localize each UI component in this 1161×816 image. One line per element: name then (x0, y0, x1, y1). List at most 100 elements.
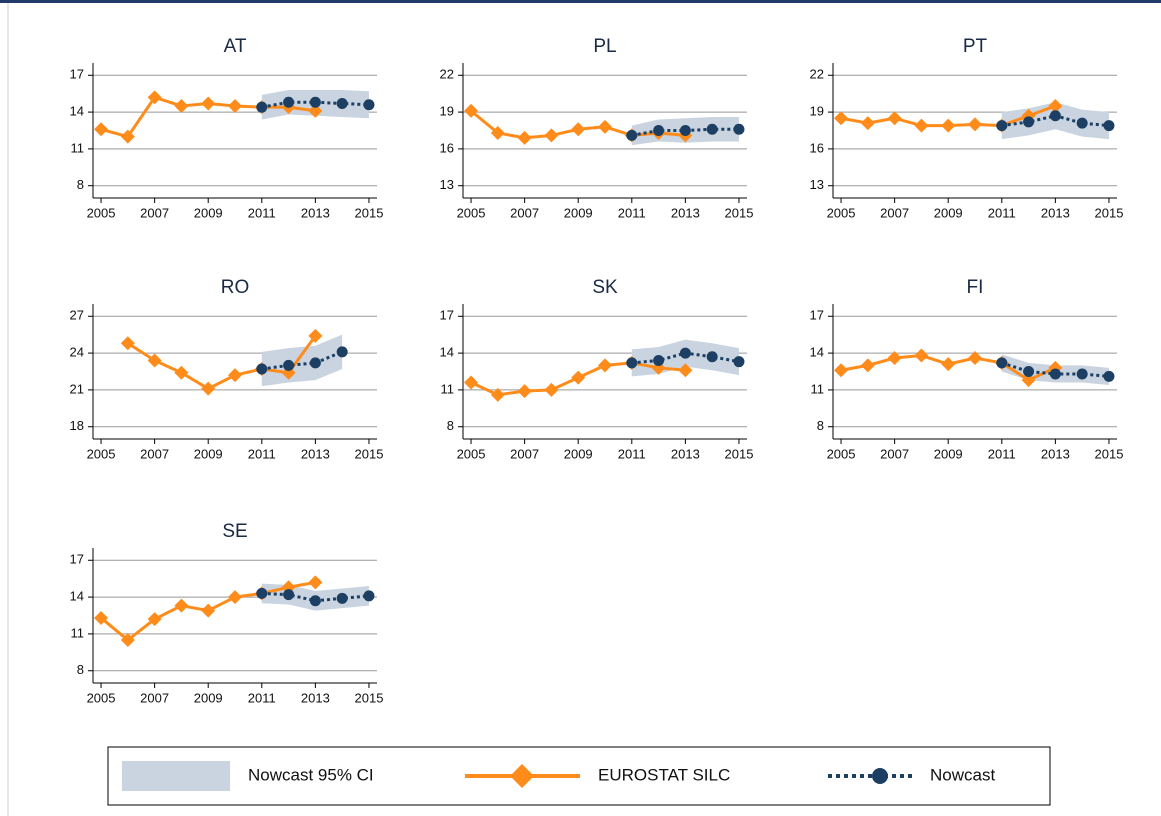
silc-marker (228, 368, 242, 383)
x-tick-label: 2011 (988, 446, 1016, 461)
panel-title: PL (593, 36, 616, 57)
nowcast-marker (996, 120, 1008, 132)
panel-title: RO (221, 277, 250, 298)
y-tick-label: 19 (440, 104, 454, 119)
nowcast-marker (653, 125, 665, 136)
x-tick-label: 2015 (355, 690, 384, 705)
nowcast-marker (256, 363, 268, 375)
silc-marker (464, 103, 479, 118)
x-tick-label: 2013 (1041, 205, 1070, 220)
x-tick-label: 2007 (140, 446, 169, 461)
silc-marker (544, 382, 559, 397)
x-tick-label: 2011 (618, 205, 646, 220)
silc-marker (308, 575, 323, 590)
silc-marker (1048, 98, 1063, 113)
silc-marker (308, 328, 323, 343)
silc-marker (887, 111, 902, 126)
x-tick-label: 2011 (248, 205, 276, 220)
y-tick-label: 16 (810, 140, 824, 155)
nowcast-marker (309, 357, 321, 369)
panel-title: FI (967, 277, 984, 298)
silc-marker (571, 370, 586, 385)
y-tick-label: 14 (810, 345, 824, 360)
y-tick-label: 11 (71, 140, 85, 155)
x-tick-label: 2009 (194, 205, 223, 220)
y-tick-label: 17 (440, 308, 454, 323)
y-tick-label: 17 (70, 552, 84, 567)
nowcast-marker (336, 98, 348, 109)
x-tick-label: 2007 (880, 205, 909, 220)
silc-marker (544, 128, 559, 143)
y-tick-label: 14 (70, 104, 84, 119)
y-tick-label: 27 (70, 308, 84, 323)
y-tick-label: 16 (440, 140, 454, 155)
silc-marker (914, 348, 929, 363)
x-tick-label: 2011 (618, 446, 646, 461)
x-tick-label: 2013 (301, 690, 330, 705)
silc-marker (228, 590, 242, 605)
nowcast-line: Nowcast (261, 350, 343, 371)
y-tick-label: 11 (71, 625, 85, 640)
silc-marker (120, 129, 135, 144)
silc-marker (860, 116, 875, 131)
nowcast-marker (626, 129, 638, 141)
silc-marker (968, 351, 982, 365)
nowcast-marker (283, 96, 295, 108)
panel-title: SK (592, 277, 618, 298)
y-tick-label: 11 (811, 381, 825, 396)
nowcast-marker (309, 595, 321, 607)
nowcast-marker (733, 356, 745, 368)
nowcast-marker (256, 101, 268, 113)
silc-marker (147, 353, 162, 368)
silc-marker (598, 119, 612, 134)
x-tick-label: 2009 (194, 446, 223, 461)
silc-marker (94, 122, 109, 137)
nowcast-marker (336, 592, 348, 604)
nowcast-marker (653, 354, 665, 366)
silc-marker (201, 381, 216, 396)
silc-marker (174, 598, 189, 613)
silc-marker (147, 90, 162, 105)
silc-marker (968, 117, 982, 132)
y-tick-label: 8 (817, 418, 824, 433)
silc-marker (517, 384, 532, 399)
y-tick-label: 14 (70, 589, 84, 604)
silc-marker (228, 98, 242, 113)
x-tick-label: 2005 (87, 690, 116, 705)
silc-marker (174, 98, 189, 113)
silc-marker (490, 387, 505, 402)
y-tick-label: 11 (441, 381, 455, 396)
legend-label: EUROSTAT SILC (598, 765, 730, 784)
panel-title: AT (224, 36, 247, 57)
silc-marker (464, 375, 479, 390)
legend-marker (872, 768, 888, 784)
silc-marker (834, 363, 849, 378)
x-tick-label: 2009 (564, 205, 593, 220)
y-tick-label: 21 (70, 381, 84, 396)
silc-marker (201, 603, 216, 618)
x-tick-label: 2013 (671, 205, 700, 220)
silc-marker (94, 610, 109, 625)
y-tick-label: 18 (70, 418, 84, 433)
x-tick-label: 2013 (301, 446, 330, 461)
silc-marker (887, 351, 902, 365)
x-tick-label: 2015 (725, 446, 754, 461)
top-border (0, 0, 1161, 3)
x-tick-label: 2005 (457, 205, 486, 220)
x-tick-label: 2009 (934, 446, 963, 461)
nowcast-marker (626, 357, 638, 369)
x-tick-label: 2007 (140, 690, 169, 705)
silc-marker (678, 363, 693, 378)
nowcast-marker (1076, 368, 1088, 380)
silc-marker (571, 122, 586, 137)
nowcast-marker (706, 123, 718, 135)
nowcast-marker (1049, 368, 1061, 380)
nowcast-marker (283, 359, 295, 371)
silc-marker (174, 365, 189, 380)
x-tick-label: 2013 (301, 205, 330, 220)
x-tick-label: 2009 (934, 205, 963, 220)
silc-marker (120, 336, 135, 351)
